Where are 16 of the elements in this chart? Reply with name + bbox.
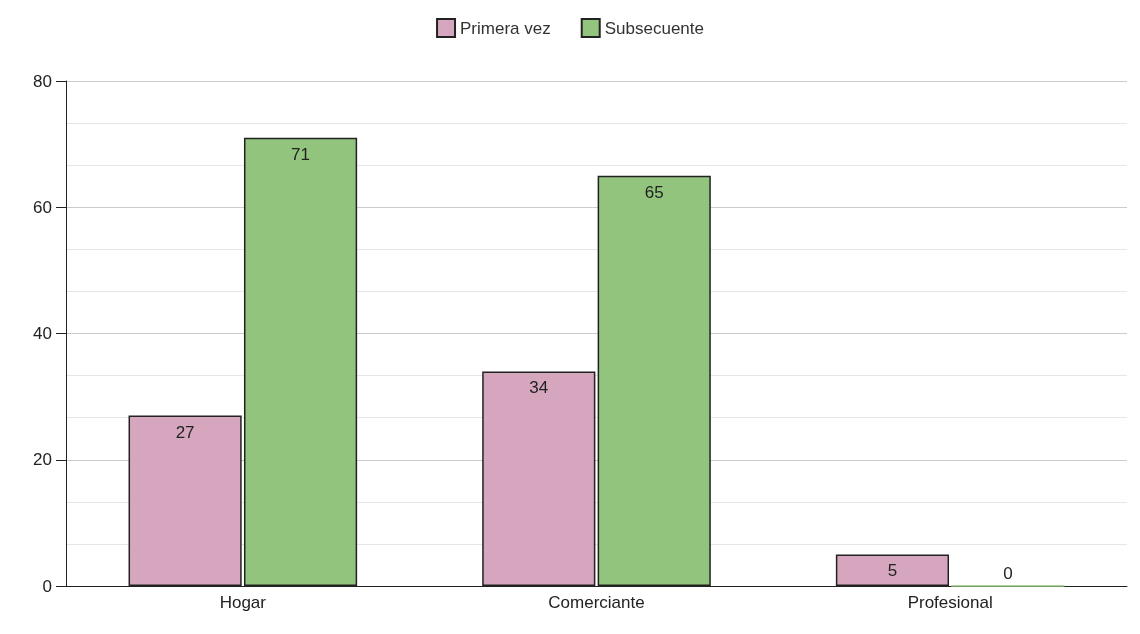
- data-label: 5: [887, 561, 898, 581]
- y-tick-label: 40: [33, 324, 52, 343]
- y-tick-label: 20: [33, 450, 52, 470]
- data-label: 71: [291, 144, 311, 164]
- x-tick-label: Hogar: [219, 593, 267, 612]
- data-label: 0: [1003, 563, 1013, 583]
- x-tick-label: Comerciante: [548, 593, 645, 612]
- y-tick-label: 80: [33, 71, 52, 91]
- y-tick-label: 60: [33, 197, 52, 217]
- y-tick-label: 0: [42, 576, 52, 596]
- data-label: 65: [644, 182, 664, 202]
- data-label: 34: [529, 378, 549, 398]
- x-tick-label: Profesional: [907, 593, 993, 612]
- data-label: 27: [175, 422, 195, 442]
- legend-label: Primera vez: [460, 18, 551, 38]
- legend-label: Subsecuente: [604, 18, 704, 38]
